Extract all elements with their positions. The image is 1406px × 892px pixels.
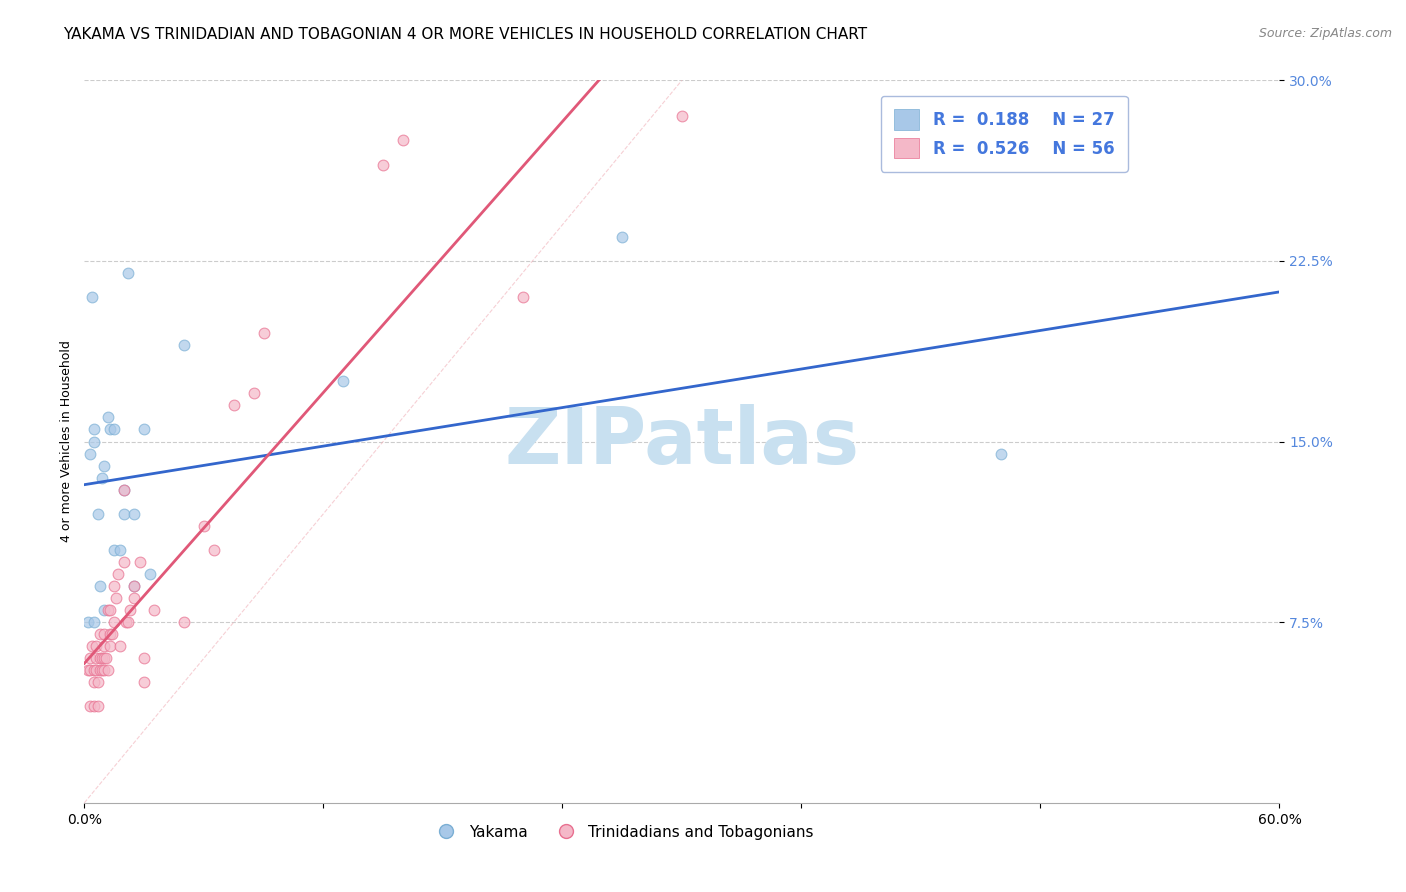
- Point: [103, 615, 125, 630]
- Point: [103, 422, 125, 436]
- Point: [83, 675, 105, 690]
- Point: [112, 555, 135, 569]
- Point: [122, 507, 145, 521]
- Point: [97, 603, 120, 617]
- Point: [83, 422, 105, 436]
- Point: [86, 639, 108, 653]
- Point: [93, 639, 115, 653]
- Point: [91, 470, 114, 484]
- Point: [139, 567, 162, 582]
- Point: [332, 374, 354, 388]
- Point: [202, 542, 225, 557]
- Point: [110, 542, 132, 557]
- Point: [193, 518, 215, 533]
- Point: [98, 603, 121, 617]
- Point: [112, 483, 135, 497]
- Point: [89, 651, 111, 665]
- Point: [105, 591, 128, 605]
- Point: [512, 290, 534, 304]
- Point: [120, 603, 142, 617]
- Point: [97, 664, 120, 678]
- Point: [132, 675, 156, 690]
- Point: [107, 567, 129, 582]
- Point: [122, 579, 145, 593]
- Point: [82, 290, 104, 304]
- Point: [91, 664, 114, 678]
- Point: [173, 615, 195, 630]
- Point: [87, 699, 110, 714]
- Point: [132, 422, 156, 436]
- Point: [93, 664, 115, 678]
- Text: YAKAMA VS TRINIDADIAN AND TOBAGONIAN 4 OR MORE VEHICLES IN HOUSEHOLD CORRELATION: YAKAMA VS TRINIDADIAN AND TOBAGONIAN 4 O…: [63, 27, 868, 42]
- Point: [93, 627, 115, 641]
- Point: [89, 664, 111, 678]
- Point: [97, 410, 120, 425]
- Point: [79, 664, 101, 678]
- Point: [82, 639, 104, 653]
- Point: [117, 266, 139, 280]
- Point: [129, 555, 152, 569]
- Point: [373, 157, 395, 171]
- Point: [173, 338, 195, 352]
- Point: [86, 651, 108, 665]
- Point: [132, 651, 156, 665]
- Point: [83, 615, 105, 630]
- Point: [77, 615, 100, 630]
- Point: [77, 664, 100, 678]
- Point: [110, 639, 132, 653]
- Point: [87, 675, 110, 690]
- Point: [86, 664, 108, 678]
- Point: [96, 651, 118, 665]
- Point: [98, 627, 121, 641]
- Point: [122, 579, 145, 593]
- Point: [242, 386, 264, 401]
- Point: [83, 434, 105, 449]
- Point: [253, 326, 276, 340]
- Legend: Yakama, Trinidadians and Tobagonians: Yakama, Trinidadians and Tobagonians: [425, 819, 820, 846]
- Point: [101, 627, 124, 641]
- Point: [93, 603, 115, 617]
- Point: [98, 422, 121, 436]
- Point: [98, 639, 121, 653]
- Point: [89, 627, 111, 641]
- Point: [103, 579, 125, 593]
- Point: [79, 699, 101, 714]
- Point: [79, 651, 101, 665]
- Point: [83, 664, 105, 678]
- Y-axis label: 4 or more Vehicles in Household: 4 or more Vehicles in Household: [60, 341, 73, 542]
- Point: [89, 579, 111, 593]
- Text: ZIPatlas: ZIPatlas: [505, 403, 859, 480]
- Point: [122, 591, 145, 605]
- Point: [392, 133, 415, 147]
- Point: [103, 542, 125, 557]
- Point: [112, 507, 135, 521]
- Point: [115, 615, 138, 630]
- Point: [83, 699, 105, 714]
- Point: [222, 398, 245, 412]
- Point: [91, 651, 114, 665]
- Point: [990, 446, 1012, 460]
- Point: [112, 483, 135, 497]
- Point: [79, 446, 101, 460]
- Point: [612, 230, 634, 244]
- Point: [143, 603, 166, 617]
- Point: [93, 651, 115, 665]
- Point: [117, 615, 139, 630]
- Text: Source: ZipAtlas.com: Source: ZipAtlas.com: [1258, 27, 1392, 40]
- Point: [671, 109, 693, 123]
- Point: [93, 458, 115, 473]
- Point: [87, 507, 110, 521]
